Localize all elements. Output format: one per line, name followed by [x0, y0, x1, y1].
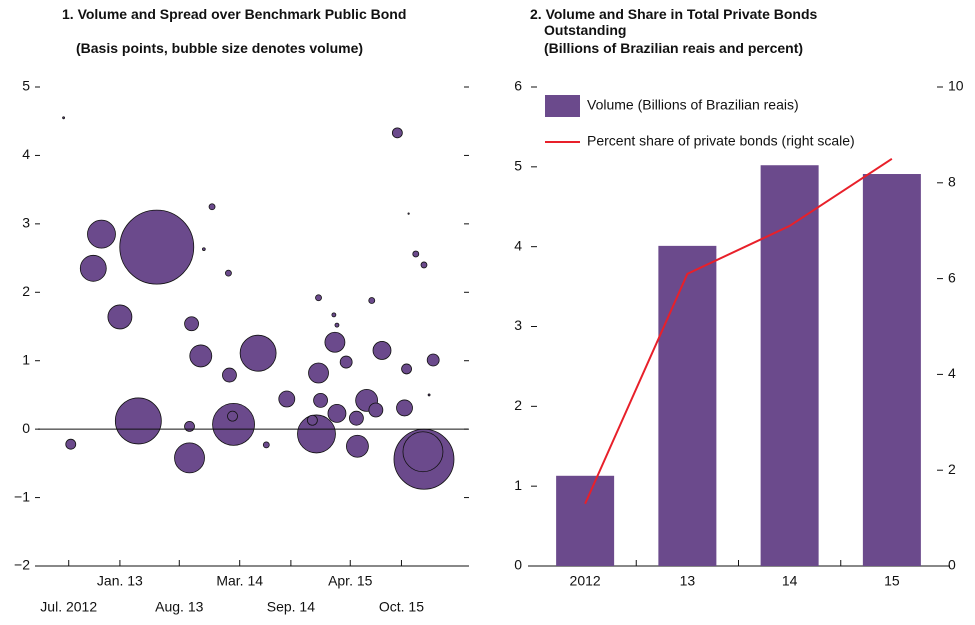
bubble — [65, 438, 77, 450]
bubble — [227, 410, 238, 422]
bubble — [239, 334, 277, 372]
bubble — [222, 367, 237, 383]
bubble — [368, 297, 376, 304]
x-tick-label: Aug. 13 — [155, 599, 203, 615]
y-tick-label: 0 — [514, 557, 522, 573]
bubble — [327, 404, 347, 423]
bubble — [368, 402, 384, 418]
y-tick-label: 1 — [514, 477, 522, 493]
bar — [658, 245, 717, 566]
bubble — [427, 393, 431, 397]
y-tick-label: −2 — [14, 557, 30, 573]
bubble — [262, 441, 270, 449]
x-tick-label: 15 — [884, 573, 900, 589]
chart-subtitle: (Basis points, bubble size denotes volum… — [76, 40, 364, 56]
bubble — [349, 410, 364, 426]
y-tick-label: 1 — [22, 351, 30, 367]
x-tick-label: Sep. 14 — [267, 599, 315, 615]
bubble — [372, 341, 392, 360]
bubble — [396, 399, 413, 417]
y-tick-label: 3 — [514, 317, 522, 333]
chart-title: 1. Volume and Spread over Benchmark Publ… — [62, 6, 407, 22]
bubble — [407, 212, 410, 215]
legend-swatch — [545, 95, 580, 117]
bubble — [401, 363, 412, 375]
bubble — [297, 414, 336, 454]
chart-subtitle: (Billions of Brazilian reais and percent… — [544, 40, 804, 56]
bubble — [87, 219, 116, 249]
x-tick-label: 13 — [680, 573, 696, 589]
bubble — [212, 402, 255, 446]
bubble — [119, 209, 195, 285]
bubble — [402, 431, 444, 473]
chart-title: 2. Volume and Share in Total Private Bon… — [530, 6, 818, 38]
legend-label: Volume (Billions of Brazilian reais) — [587, 97, 799, 113]
x-tick-label: 14 — [782, 573, 798, 589]
bubble — [334, 322, 340, 328]
y-tick-label: 6 — [514, 78, 522, 94]
bubble — [306, 414, 318, 426]
y-tick-label: 5 — [514, 158, 522, 174]
bubble — [346, 434, 369, 458]
bubble — [313, 393, 328, 408]
bubble — [324, 331, 346, 353]
bubble — [208, 203, 216, 211]
y-tick-label: 2 — [514, 397, 522, 413]
line — [584, 158, 893, 505]
y2-tick-label: 8 — [948, 174, 956, 190]
y-tick-label: 3 — [22, 215, 30, 231]
legend-label: Percent share of private bonds (right sc… — [587, 133, 855, 149]
bubble — [62, 116, 65, 120]
bubble — [79, 254, 107, 282]
bubble — [174, 442, 205, 474]
bubble — [315, 294, 322, 302]
bubble — [184, 421, 195, 432]
y-tick-label: 2 — [22, 283, 30, 299]
bubble — [189, 344, 213, 368]
bubble — [225, 269, 232, 277]
y2-tick-label: 2 — [948, 461, 956, 477]
bubble — [308, 362, 329, 384]
bubble — [412, 250, 420, 258]
y2-tick-label: 4 — [948, 365, 956, 381]
x-tick-label: Jan. 13 — [97, 573, 143, 589]
bubble — [420, 261, 428, 269]
y2-tick-label: 10 — [948, 78, 964, 94]
y2-tick-label: 0 — [948, 557, 956, 573]
y-tick-label: 4 — [514, 237, 522, 253]
bubble — [114, 397, 162, 445]
y-tick-label: 4 — [22, 146, 30, 162]
bubble — [107, 304, 133, 330]
bubble — [278, 390, 296, 408]
bubble — [202, 247, 206, 251]
bubble — [391, 127, 403, 139]
bubble — [184, 316, 199, 332]
bar — [862, 174, 921, 567]
bar — [760, 165, 819, 566]
bubble — [331, 312, 337, 318]
y-tick-label: 5 — [22, 78, 30, 94]
y-tick-label: −1 — [14, 488, 30, 504]
bubble — [426, 353, 440, 367]
x-tick-label: Apr. 15 — [328, 573, 373, 589]
bar — [556, 475, 615, 566]
x-tick-label: Oct. 15 — [379, 599, 424, 615]
x-tick-label: Mar. 14 — [216, 573, 263, 589]
bubble — [339, 355, 353, 369]
x-tick-label: Jul. 2012 — [40, 599, 97, 615]
y-tick-label: 0 — [22, 420, 30, 436]
x-tick-label: 2012 — [570, 573, 601, 589]
y2-tick-label: 6 — [948, 269, 956, 285]
